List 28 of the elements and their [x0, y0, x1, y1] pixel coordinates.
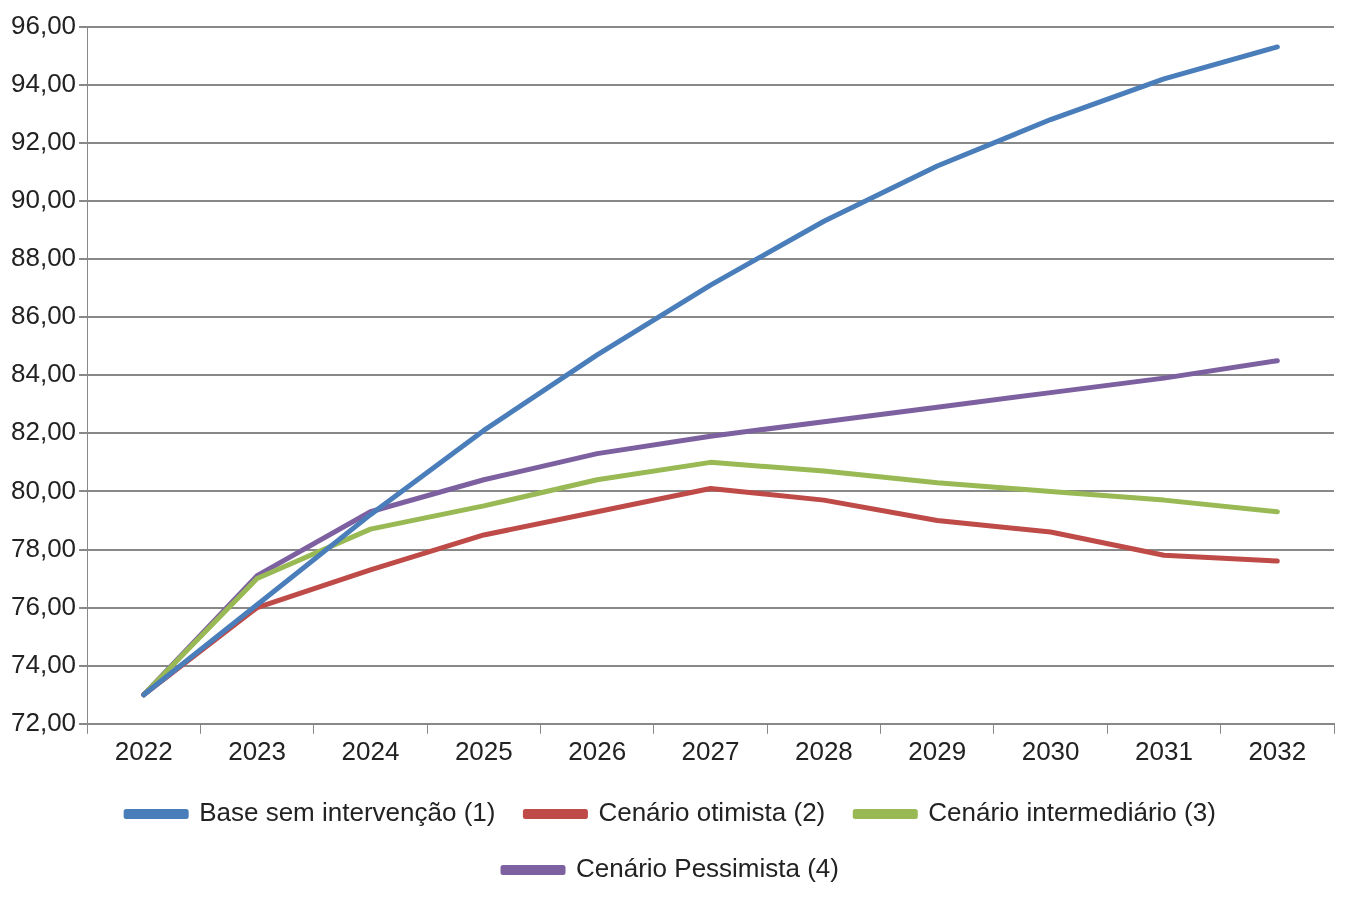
- y-tick-label: 78,00: [10, 532, 77, 563]
- x-tick-label: 2023: [228, 735, 287, 766]
- x-tick-label: 2032: [1248, 735, 1307, 766]
- y-tick-label: 82,00: [10, 416, 77, 447]
- x-tick-label: 2026: [568, 735, 627, 766]
- y-tick-label: 74,00: [10, 648, 77, 679]
- y-tick-label: 90,00: [10, 184, 77, 215]
- x-tick-label: 2030: [1021, 735, 1080, 766]
- x-tick-label: 2024: [341, 735, 400, 766]
- y-tick-label: 94,00: [10, 67, 77, 98]
- y-tick-label: 96,00: [10, 9, 77, 40]
- y-tick-label: 72,00: [10, 706, 77, 737]
- y-tick-label: 92,00: [10, 125, 77, 156]
- y-tick-label: 80,00: [10, 474, 77, 505]
- legend-label: Cenário otimista (2): [598, 797, 826, 828]
- y-tick-label: 88,00: [10, 242, 77, 273]
- legend-label: Base sem intervenção (1): [199, 797, 496, 828]
- x-tick-label: 2028: [794, 735, 853, 766]
- x-tick-label: 2031: [1135, 735, 1193, 766]
- y-tick-label: 76,00: [10, 590, 77, 621]
- legend-label: Cenário intermediário (3): [928, 797, 1216, 828]
- x-tick-label: 2022: [114, 735, 173, 766]
- x-tick-label: 2027: [681, 735, 740, 766]
- x-tick-label: 2029: [908, 735, 967, 766]
- y-tick-label: 84,00: [10, 358, 77, 389]
- legend-label: Cenário Pessimista (4): [576, 853, 839, 884]
- y-tick-label: 86,00: [10, 300, 77, 331]
- x-tick-label: 2025: [454, 735, 513, 766]
